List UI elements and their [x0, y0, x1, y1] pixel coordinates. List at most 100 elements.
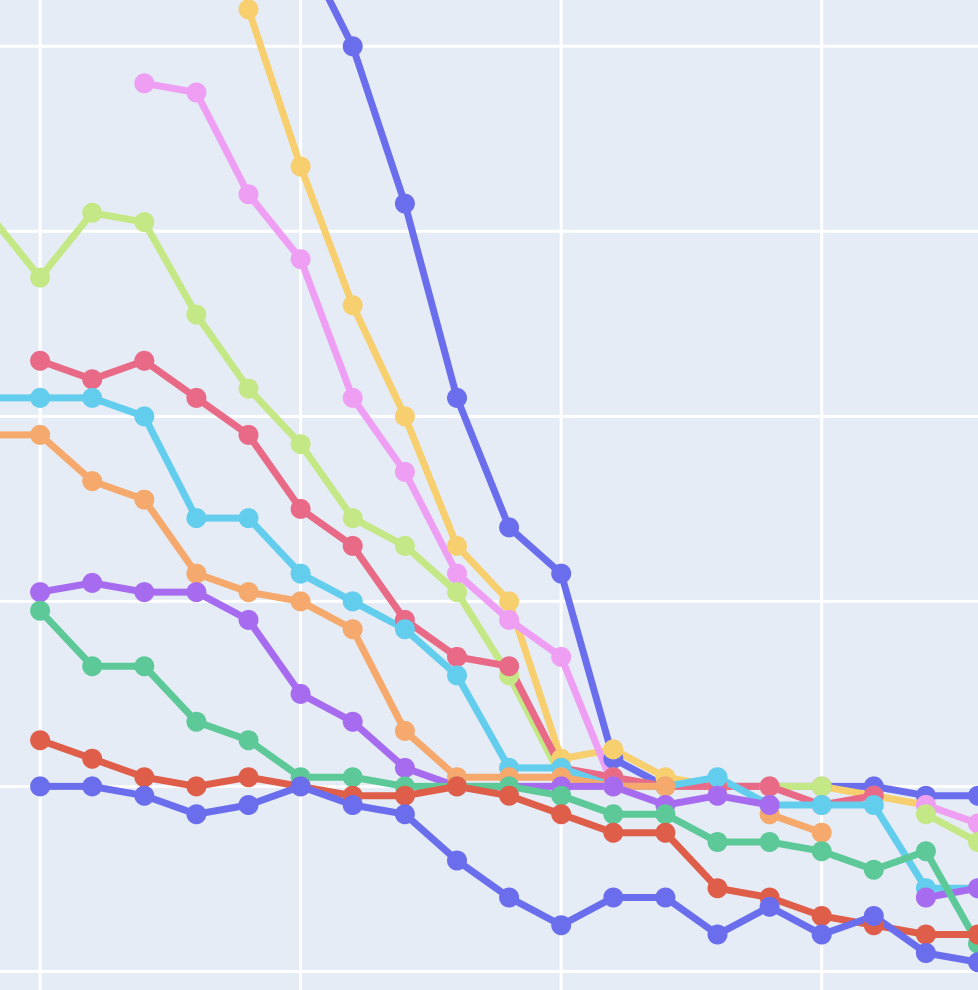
- data-point-s9: [915, 841, 936, 862]
- data-point-s3: [238, 184, 259, 205]
- data-point-s11: [811, 924, 832, 945]
- data-point-s10: [499, 785, 520, 806]
- data-point-s7: [394, 720, 415, 741]
- data-point-s7: [30, 424, 51, 445]
- data-point-s4: [30, 267, 51, 288]
- data-point-s2: [394, 406, 415, 427]
- data-point-s9: [82, 656, 103, 677]
- data-point-s4: [811, 776, 832, 797]
- data-point-s8: [342, 711, 363, 732]
- data-point-s8: [186, 582, 207, 603]
- data-point-s6: [447, 665, 467, 686]
- data-point-s5: [186, 387, 207, 408]
- data-point-s11: [238, 795, 259, 815]
- data-point-s10: [447, 776, 467, 797]
- data-point-s2: [499, 591, 520, 612]
- data-point-s9: [342, 767, 363, 788]
- data-point-s10: [238, 767, 259, 788]
- data-point-s11: [186, 804, 207, 825]
- data-point-s11: [290, 776, 311, 797]
- data-point-s2: [342, 295, 363, 316]
- data-point-s10: [30, 730, 51, 751]
- data-point-s11: [655, 887, 676, 908]
- data-point-s11: [342, 795, 363, 815]
- data-point-s3: [551, 646, 572, 667]
- data-point-s6: [863, 795, 884, 815]
- data-point-s3: [499, 609, 520, 630]
- data-point-s2: [290, 156, 311, 177]
- data-point-s7: [811, 822, 832, 843]
- data-point-s1: [447, 387, 467, 408]
- data-point-s10: [82, 748, 103, 769]
- data-point-s7: [186, 563, 207, 584]
- data-point-s10: [915, 924, 936, 945]
- data-point-s6: [82, 387, 103, 408]
- data-point-s4: [915, 804, 936, 825]
- data-point-s7: [82, 471, 103, 492]
- data-point-s10: [811, 906, 832, 926]
- data-point-s6: [342, 591, 363, 612]
- data-point-s4: [968, 832, 978, 852]
- data-point-s11: [707, 924, 728, 945]
- data-point-s9: [238, 730, 259, 751]
- data-point-s5: [82, 369, 103, 390]
- data-point-s7: [290, 591, 311, 612]
- data-point-s9: [863, 859, 884, 880]
- data-point-s3: [394, 461, 415, 482]
- data-point-s8: [759, 795, 780, 815]
- data-point-s7: [655, 776, 676, 797]
- data-point-s11: [759, 896, 780, 917]
- data-point-s1: [551, 563, 572, 584]
- data-point-s11: [82, 776, 103, 797]
- data-point-s6: [30, 387, 51, 408]
- data-point-s3: [134, 73, 155, 94]
- data-point-s2: [603, 739, 624, 760]
- data-point-s1: [499, 517, 520, 538]
- data-point-s5: [290, 498, 311, 519]
- data-point-s11: [30, 776, 51, 797]
- data-point-s6: [238, 508, 259, 529]
- data-point-s5: [759, 776, 780, 797]
- data-point-s10: [186, 776, 207, 797]
- data-point-s4: [238, 378, 259, 399]
- data-point-s5: [134, 350, 155, 371]
- data-point-s10: [968, 924, 978, 945]
- data-point-s7: [238, 582, 259, 603]
- data-point-s8: [968, 878, 978, 899]
- data-point-s2: [447, 535, 467, 556]
- data-point-s8: [915, 887, 936, 908]
- data-point-s4: [342, 508, 363, 529]
- data-point-s4: [290, 434, 311, 455]
- data-point-s4: [186, 304, 207, 325]
- data-point-s3: [290, 249, 311, 270]
- data-point-s9: [655, 804, 676, 825]
- data-point-s2: [238, 0, 259, 20]
- data-point-s1: [394, 193, 415, 214]
- data-point-s10: [551, 804, 572, 825]
- data-point-s10: [707, 878, 728, 899]
- data-point-s8: [394, 757, 415, 778]
- data-point-s9: [811, 841, 832, 862]
- data-point-s4: [394, 535, 415, 556]
- data-point-s11: [499, 887, 520, 908]
- data-point-s11: [968, 952, 978, 973]
- data-point-s10: [603, 822, 624, 843]
- data-point-s3: [968, 813, 978, 834]
- data-point-s8: [134, 582, 155, 603]
- data-point-s7: [342, 619, 363, 640]
- data-point-s3: [447, 563, 467, 584]
- data-point-s5: [238, 424, 259, 445]
- data-point-s6: [394, 619, 415, 640]
- data-point-s3: [186, 82, 207, 103]
- data-point-s5: [499, 656, 520, 677]
- data-point-s5: [30, 350, 51, 371]
- data-point-s10: [655, 822, 676, 843]
- data-point-s5: [342, 535, 363, 556]
- data-point-s7: [134, 489, 155, 510]
- data-point-s8: [707, 785, 728, 806]
- data-point-s10: [394, 785, 415, 806]
- data-point-s4: [134, 212, 155, 233]
